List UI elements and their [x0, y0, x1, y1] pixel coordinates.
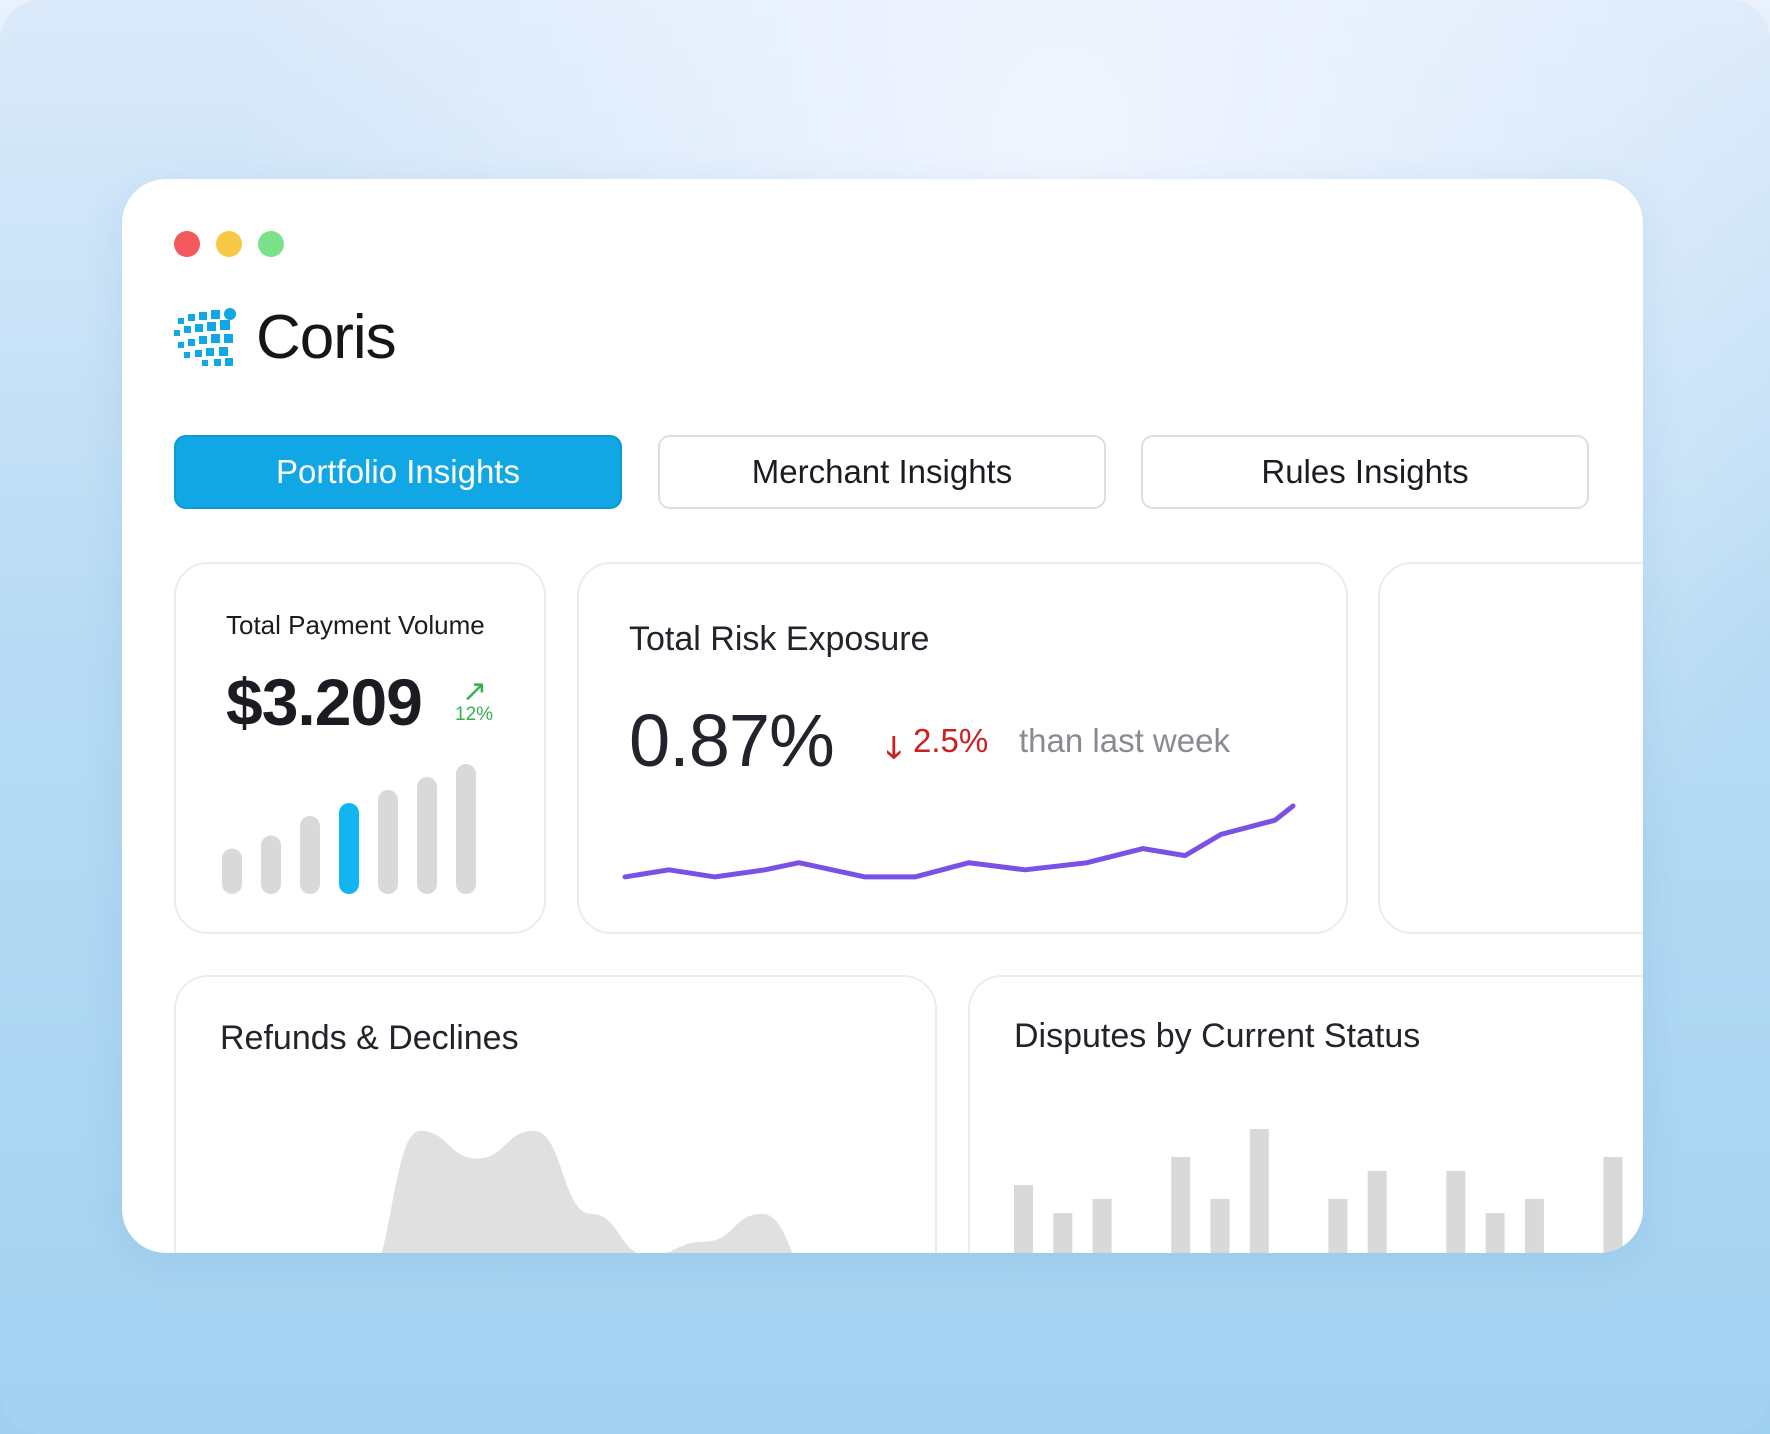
coris-logo-icon [174, 308, 236, 366]
tpv-value: $3.209 [226, 665, 423, 739]
risk-change: 2.5% [913, 722, 989, 759]
tpv-bar [417, 777, 437, 894]
disputes-bar [1053, 1213, 1073, 1253]
risk-line-chart [622, 803, 1296, 880]
disputes-by-status-card[interactable]: Disputes by Current Status [968, 975, 1643, 1253]
tab-portfolio-insights[interactable]: Portfolio Insights [174, 435, 622, 509]
tab-rules-insights[interactable]: Rules Insights [1141, 435, 1589, 509]
disputes-title: Disputes by Current Status [1014, 1017, 1421, 1055]
brand: Coris [174, 303, 397, 373]
total-risk-exposure-card[interactable]: Total Risk Exposure 0.87% 🡓 2.5% than la… [577, 562, 1348, 934]
tpv-bar [300, 816, 320, 894]
total-payment-volume-card[interactable]: Total Payment Volume $3.209 ↗ 12% [174, 562, 546, 934]
tpv-bar [222, 848, 242, 894]
arrow-up-right-icon: ↗ [462, 675, 488, 708]
refunds-area [381, 1130, 793, 1253]
disputes-bar [1014, 1185, 1033, 1253]
tpv-title: Total Payment Volume [226, 610, 485, 640]
arrow-down-icon: 🡓 [886, 732, 902, 765]
disputes-bar [1485, 1213, 1505, 1253]
refunds-title: Refunds & Declines [220, 1019, 519, 1057]
window-maximize-button[interactable] [258, 231, 284, 257]
refunds-area-chart [381, 1130, 793, 1253]
disputes-bar [1367, 1171, 1387, 1253]
disputes-bar [1249, 1129, 1269, 1253]
disputes-bar-chart [1014, 1129, 1643, 1253]
tpv-change: 12% [455, 704, 494, 725]
tpv-bar [339, 803, 359, 894]
disputes-bar [1328, 1199, 1348, 1253]
tpv-bar [261, 835, 281, 894]
window-minimize-button[interactable] [216, 231, 242, 257]
disputes-bar [1603, 1157, 1623, 1253]
tpv-bar-chart [222, 764, 476, 894]
window-close-button[interactable] [174, 231, 200, 257]
disputes-bar [1171, 1157, 1191, 1253]
disputes-bar [1446, 1171, 1466, 1253]
risk-series-line [622, 803, 1296, 880]
tpv-bar [378, 790, 398, 894]
refunds-declines-card[interactable]: Refunds & Declines [174, 975, 937, 1253]
app-name: Coris [256, 303, 397, 372]
partial-card[interactable] [1378, 562, 1643, 934]
disputes-bar [1092, 1199, 1112, 1253]
tpv-bar [456, 764, 476, 894]
disputes-bar [1524, 1199, 1544, 1253]
tab-merchant-insights[interactable]: Merchant Insights [658, 435, 1106, 509]
disputes-bar [1210, 1199, 1230, 1253]
app-window: Coris Portfolio Insights Merchant Insigh… [122, 179, 1643, 1253]
risk-title: Total Risk Exposure [629, 620, 930, 658]
risk-value: 0.87% [629, 699, 835, 782]
risk-change-suffix: than last week [1019, 722, 1230, 759]
